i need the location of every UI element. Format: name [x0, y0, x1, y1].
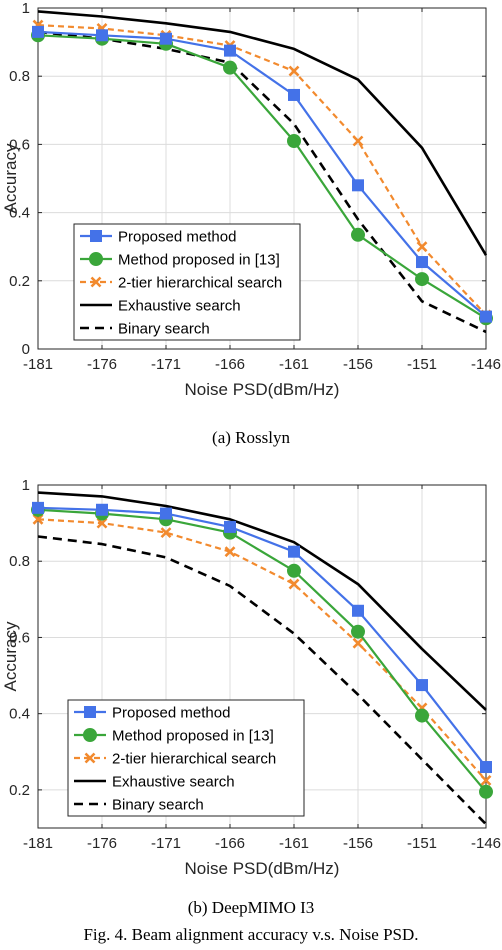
series-point-method13 [479, 784, 493, 799]
y-tick-label: 0.8 [9, 68, 30, 85]
series-point-method13 [415, 708, 429, 723]
series-point-hierarchical [288, 578, 300, 590]
x-tick-label: -156 [343, 835, 373, 852]
series-point-proposed [480, 310, 492, 323]
y-tick-label: 1 [22, 477, 30, 494]
legend-label-exhaustive: Exhaustive search [118, 298, 241, 315]
series-point-method13 [415, 272, 429, 287]
x-tick-label: -161 [279, 835, 309, 852]
y-tick-label: 0.6 [9, 136, 30, 153]
legend-marker-hierarchical [84, 752, 96, 764]
series-point-proposed [160, 32, 172, 45]
x-tick-label: -146 [471, 835, 501, 852]
x-tick-label: -176 [87, 835, 117, 852]
legend-box [67, 699, 305, 817]
series-point-proposed [288, 88, 300, 101]
chart-rosslyn: -181 -176 -171 -166 -161 -156 -151 -146 0 0.2 0.4 0… [1, 0, 501, 399]
series-line-proposed [37, 30, 487, 318]
x-tick-label: -156 [343, 356, 373, 373]
series-point-proposed [96, 29, 108, 42]
legend-label-hierarchical: 2-tier hierarchical search [118, 275, 282, 292]
series-point-hierarchical [480, 774, 492, 786]
legend-marker-proposed [90, 230, 102, 242]
series-point-hierarchical [416, 241, 428, 253]
series-point-hierarchical [352, 135, 364, 147]
legend-marker-method13 [89, 252, 103, 266]
y-axis-label: Accuracy [1, 621, 20, 691]
series-point-proposed [288, 545, 300, 558]
series-line-hierarchical [37, 518, 487, 782]
y-tick-label: 0.2 [9, 782, 30, 799]
figure-caption: Fig. 4. Beam alignment accuracy v.s. Noi… [83, 925, 418, 944]
y-tick-label: 0.4 [9, 706, 30, 723]
series-point-proposed [96, 503, 108, 516]
x-axis-label: Noise PSD(dBm/Hz) [185, 859, 340, 878]
series-point-hierarchical [288, 65, 300, 77]
series-line-exhaustive [37, 10, 488, 256]
x-tick-label: -161 [279, 356, 309, 373]
series-point-hierarchical [96, 517, 108, 529]
axes-box [37, 7, 487, 350]
x-tick-label: -181 [23, 835, 53, 852]
x-tick-label: -171 [151, 835, 181, 852]
series-point-method13 [287, 563, 301, 578]
series-line-method13 [37, 508, 487, 793]
series-point-hierarchical [352, 637, 364, 649]
y-tick-label: 0 [22, 341, 30, 358]
series-point-method13 [351, 227, 365, 242]
series-point-proposed [224, 44, 236, 57]
x-tick-label: -181 [23, 356, 53, 373]
x-tick-label: -146 [471, 356, 501, 373]
x-tick-label: -166 [215, 356, 245, 373]
legend-label-exhaustive: Exhaustive search [112, 774, 235, 791]
y-axis-label: Accuracy [1, 143, 20, 213]
series-point-method13 [287, 133, 301, 148]
x-tick-label: -171 [151, 356, 181, 373]
series-point-method13 [351, 624, 365, 639]
series-line-binary [37, 535, 487, 826]
x-tick-label: -176 [87, 356, 117, 373]
series-point-proposed [32, 501, 44, 514]
legend-label-binary: Binary search [118, 321, 210, 338]
series-point-proposed [416, 679, 428, 692]
series-line-hierarchical [37, 24, 487, 316]
chart-deepmimo-i3: -181 -176 -171 -166 -161 -156 -151 -146 0.2 0.4 0.… [1, 477, 501, 878]
series-point-proposed [416, 256, 428, 269]
legend-label-proposed: Proposed method [118, 229, 236, 246]
y-tick-label: 0.6 [9, 629, 30, 646]
x-axis-label: Noise PSD(dBm/Hz) [185, 380, 340, 399]
series-point-proposed [32, 25, 44, 38]
y-tick-label: 0.8 [9, 553, 30, 570]
series-point-method13 [223, 60, 237, 75]
series-point-hierarchical [160, 527, 172, 539]
legend-marker-proposed [84, 706, 96, 718]
series-point-hierarchical [224, 546, 236, 558]
y-tick-label: 1 [22, 0, 30, 17]
axes-box [37, 484, 487, 829]
legend-label-method13: Method proposed in [13] [112, 728, 274, 745]
series-point-proposed [480, 761, 492, 774]
y-tick-label: 0.2 [9, 273, 30, 290]
subcaption-rosslyn: (a) Rosslyn [212, 428, 290, 447]
x-tick-label: -151 [407, 835, 437, 852]
legend-marker-hierarchical [90, 276, 102, 288]
series-point-proposed [224, 520, 236, 533]
series-point-proposed [160, 507, 172, 520]
series-line-method13 [37, 34, 487, 320]
legend-label-binary: Binary search [112, 797, 204, 814]
x-tick-label: -166 [215, 835, 245, 852]
legend-label-proposed: Proposed method [112, 705, 230, 722]
y-tick-label: 0.4 [9, 205, 30, 222]
series-point-hierarchical [32, 513, 44, 525]
series-point-proposed [352, 604, 364, 617]
series-line-proposed [37, 506, 487, 768]
legend-label-method13: Method proposed in [13] [118, 252, 280, 269]
legend-marker-method13 [83, 728, 97, 742]
x-tick-label: -151 [407, 356, 437, 373]
series-line-exhaustive [37, 491, 487, 711]
subcaption-deepmimo: (b) DeepMIMO I3 [188, 898, 315, 917]
series-point-proposed [352, 179, 364, 192]
legend-label-hierarchical: 2-tier hierarchical search [112, 751, 276, 768]
